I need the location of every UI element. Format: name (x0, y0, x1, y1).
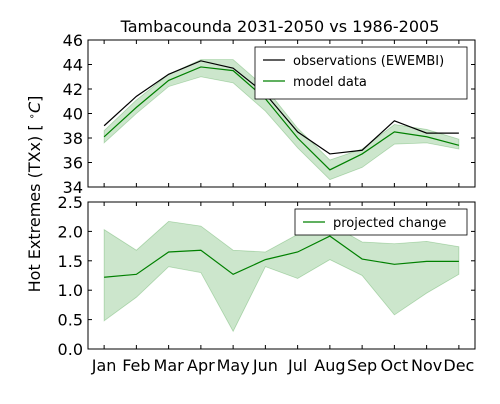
x-tick-label: Nov (411, 356, 442, 375)
x-tick-label: Jul (287, 356, 307, 375)
legend-label: observations (EWEMBI) (293, 54, 444, 69)
y-axis-label: Hot Extremes (TXx) [ ∘C] (25, 96, 44, 293)
y-tick-label: 44 (63, 56, 83, 75)
y-tick-label: 42 (63, 80, 83, 99)
y-tick-label: 2.0 (58, 222, 83, 241)
legend: observations (EWEMBI) model data (254, 46, 468, 100)
uncertainty-band (103, 59, 460, 181)
top-panel: 34 36 38 40 42 44 46 observations (EWEMBI) model… (63, 31, 476, 197)
legend-box (254, 46, 468, 100)
y-tick-label: 2.5 (58, 193, 83, 212)
chart-title: Tambacounda 2031-2050 vs 1986-2005 (120, 17, 440, 36)
y-tick-label: 36 (63, 154, 83, 173)
x-tick-label: Feb (122, 356, 150, 375)
y-tick-label: 0.0 (58, 340, 83, 359)
legend-label: model data (293, 75, 367, 90)
y-tick-label: 34 (63, 178, 83, 197)
legend-label: projected change (333, 216, 446, 231)
y-tick-label: 40 (63, 105, 83, 124)
x-tick-label: Aug (314, 356, 345, 375)
y-axis-label-close: ] (25, 96, 44, 102)
series-line-2 (103, 66, 460, 171)
x-tick-label: Jun (252, 356, 278, 375)
y-axis-label-text: Hot Extremes (TXx) [ (25, 119, 44, 292)
uncertainty-band (103, 220, 460, 333)
y-axis-label-unit: C (25, 101, 44, 113)
x-tick-label: Dec (443, 356, 474, 375)
y-tick-label: 1.0 (58, 281, 83, 300)
legend: projected change (294, 208, 468, 236)
series-line-1 (104, 235, 459, 278)
y-tick-label: 0.5 (58, 311, 83, 330)
x-tick-label: Apr (187, 356, 215, 375)
y-axis-label-group: Hot Extremes (TXx) [ ∘C] (25, 96, 44, 293)
y-tick-label: 46 (63, 31, 83, 50)
series-line-1 (103, 60, 459, 155)
y-tick-label: 38 (63, 129, 83, 148)
bottom-panel: 0.0 0.5 1.0 1.5 2.0 2.5 projected change (58, 193, 476, 359)
x-tick-label: Mar (154, 356, 185, 375)
x-tick-label: Sep (347, 356, 377, 375)
x-tick-labels: Jan Feb Mar Apr May Jun Jul Aug Sep Oct Nov Dec (91, 356, 475, 375)
x-tick-label: Jan (91, 356, 117, 375)
panel-frame (87, 201, 476, 350)
x-tick-label: May (217, 356, 250, 375)
y-axis-label-degree: ∘ (27, 113, 38, 119)
x-tick-label: Oct (381, 356, 409, 375)
y-tick-label: 1.5 (58, 252, 83, 271)
